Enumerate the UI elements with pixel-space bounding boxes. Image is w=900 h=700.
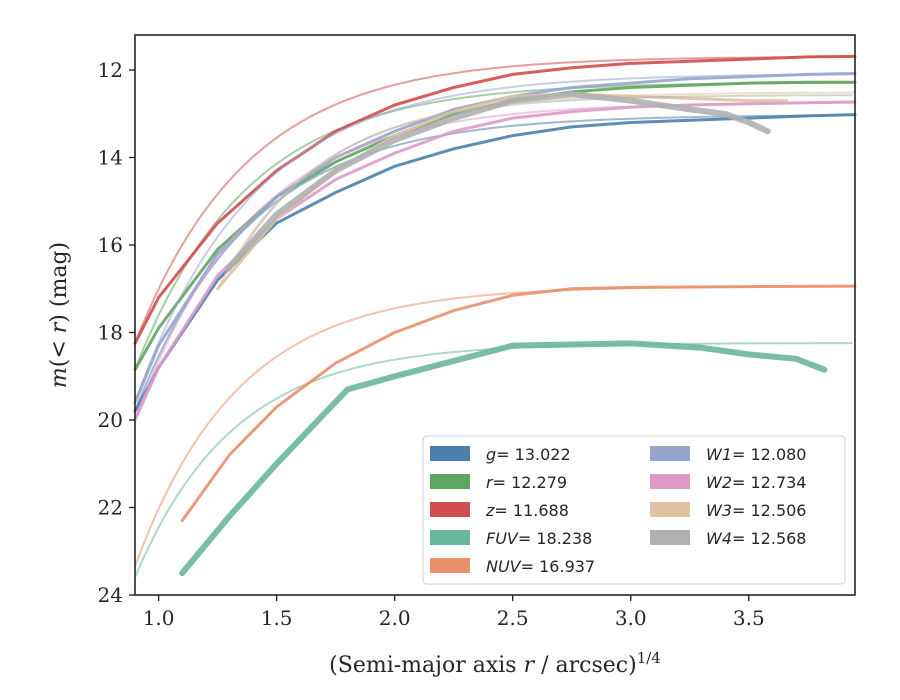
legend-label-z: z= 11.688 [485, 501, 569, 520]
legend-label-r: r= 12.279 [486, 473, 567, 492]
model-curve-z [134, 55, 853, 344]
series-curves [133, 54, 857, 578]
y-tick-label: 14 [98, 146, 123, 170]
legend-swatch-r [430, 474, 470, 489]
legend-swatch-g [430, 446, 470, 461]
x-tick-label: 3.5 [733, 606, 765, 630]
y-axis-label: m(< r) (mag) [47, 242, 72, 388]
model-curve-w4 [228, 94, 853, 272]
legend-box [422, 435, 846, 585]
x-tick-label: 2.5 [497, 606, 529, 630]
legend-label-fuv: FUV= 18.238 [486, 529, 592, 548]
legend-label-nuv: NUV= 16.937 [486, 557, 595, 576]
legend-swatch-w2 [650, 474, 690, 489]
legend-label-w1: W1= 12.080 [706, 445, 806, 464]
x-tick-label: 3.0 [615, 606, 647, 630]
y-tick-label: 16 [98, 233, 123, 257]
legend-label-w4: W4= 12.568 [706, 529, 806, 548]
legend-swatch-fuv [430, 530, 470, 545]
y-tick-label: 18 [98, 321, 123, 345]
x-tick-label: 1.5 [261, 606, 293, 630]
profile-curve-w4 [226, 91, 771, 270]
y-tick-label: 12 [98, 58, 123, 82]
y-tick-label: 20 [98, 408, 123, 432]
profile-curve-g [133, 113, 857, 413]
legend-label-w3: W3= 12.506 [706, 501, 806, 520]
legend-swatch-nuv [430, 558, 470, 573]
legend-label-g: g= 13.022 [486, 445, 571, 464]
x-tick-label: 2.0 [379, 606, 411, 630]
legend: g= 13.022 r= 12.279 z= 11.688 FUV= 18.238 NU… [422, 435, 846, 585]
plot-frame [134, 34, 856, 596]
legend-swatch-w3 [650, 502, 690, 517]
x-ticks: 1.0 1.5 2.0 2.5 3.0 3.5 [143, 595, 765, 630]
legend-swatch-w4 [650, 530, 690, 545]
y-ticks: 12 14 16 18 20 22 24 [98, 58, 135, 607]
profile-curve-fuv [179, 340, 828, 577]
profile-curve-nuv [180, 284, 857, 523]
x-axis-label: (Semi-major axis r / arcsec)1/4 [329, 649, 661, 678]
model-curve-g [134, 114, 853, 412]
legend-swatch-w1 [650, 446, 690, 461]
legend-label-w2: W2= 12.734 [706, 473, 806, 492]
x-tick-label: 1.0 [143, 606, 175, 630]
model-curve-w1 [134, 73, 853, 403]
y-tick-label: 22 [98, 496, 123, 520]
y-tick-label: 24 [98, 583, 123, 607]
legend-swatch-z [430, 502, 470, 517]
profile-curve-z [133, 54, 857, 345]
